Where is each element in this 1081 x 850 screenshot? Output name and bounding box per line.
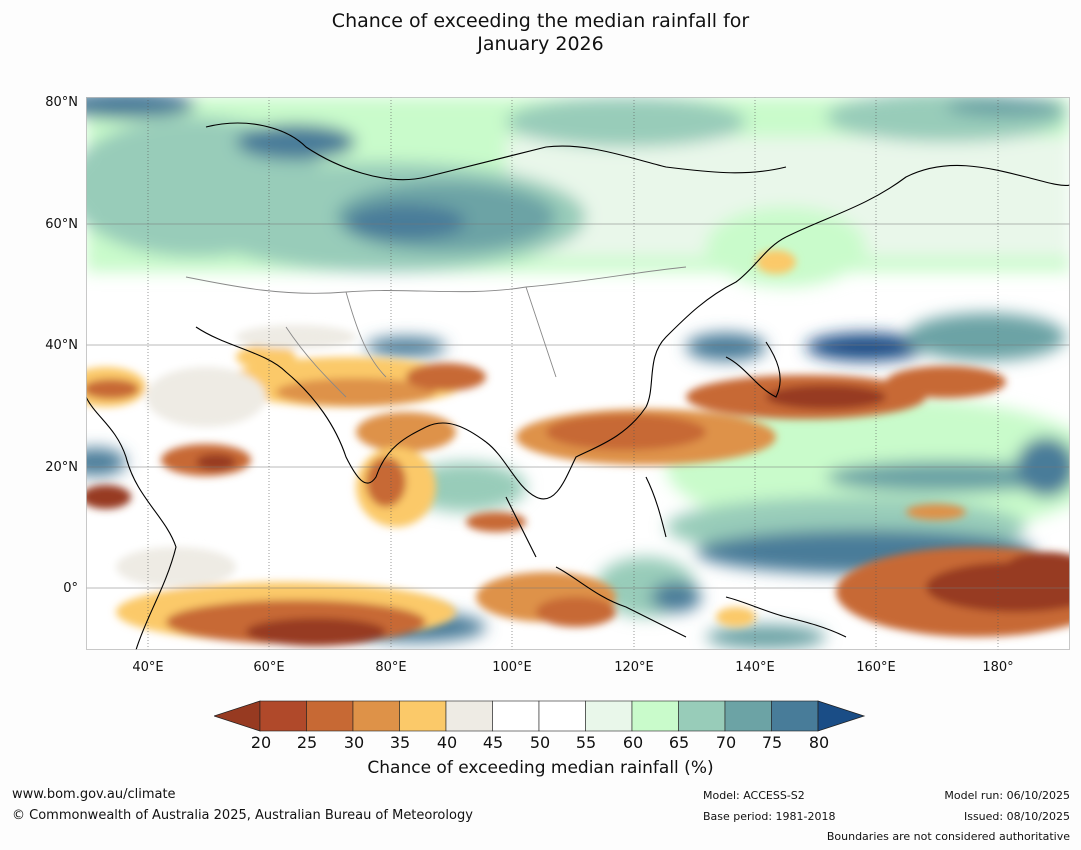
graticule bbox=[147, 97, 999, 650]
lat-label-40n: 40°N bbox=[45, 338, 78, 353]
colorbar-segment bbox=[631, 700, 679, 732]
lon-label-100e: 100°E bbox=[492, 660, 532, 675]
colorbar-tick-70: 70 bbox=[715, 733, 737, 752]
lat-label-20n: 20°N bbox=[45, 460, 78, 475]
map-title-line1: Chance of exceeding the median rainfall … bbox=[331, 10, 750, 32]
model-name: Model: ACCESS-S2 bbox=[703, 789, 805, 802]
website-link[interactable]: www.bom.gov.au/climate bbox=[12, 787, 176, 802]
colorbar-tick-75: 75 bbox=[761, 733, 783, 752]
issued-date: Issued: 08/10/2025 bbox=[963, 810, 1070, 823]
model-run-date: Model run: 06/10/2025 bbox=[944, 789, 1070, 802]
colorbar-segment bbox=[724, 700, 772, 732]
colorbar-tick-55: 55 bbox=[575, 733, 597, 752]
colorbar-tick-25: 25 bbox=[296, 733, 318, 752]
colorbar-tick-60: 60 bbox=[622, 733, 644, 752]
colorbar-segment bbox=[585, 700, 633, 732]
lon-label-60e: 60°E bbox=[253, 660, 285, 675]
country-boundaries bbox=[185, 266, 687, 398]
lon-label-180: 180° bbox=[982, 660, 1014, 675]
colorbar-segment bbox=[445, 700, 493, 732]
lat-label-0: 0° bbox=[63, 581, 78, 596]
colorbar-tick-40: 40 bbox=[436, 733, 458, 752]
latitude-lines bbox=[86, 223, 1070, 589]
colorbar-tick-45: 45 bbox=[482, 733, 504, 752]
lon-label-40e: 40°E bbox=[132, 660, 164, 675]
colorbar-segment bbox=[259, 700, 307, 732]
colorbar-tick-20: 20 bbox=[250, 733, 272, 752]
colorbar-arrow-high bbox=[817, 700, 866, 732]
colorbar-segment bbox=[492, 700, 540, 732]
dry-regions bbox=[86, 250, 1070, 646]
colorbar-label: Chance of exceeding median rainfall (%) bbox=[367, 758, 714, 778]
lon-label-80e: 80°E bbox=[375, 660, 407, 675]
lon-label-120e: 120°E bbox=[614, 660, 654, 675]
lon-label-140e: 140°E bbox=[735, 660, 775, 675]
lat-label-60n: 60°N bbox=[45, 217, 78, 232]
colorbar-tick-30: 30 bbox=[343, 733, 365, 752]
colorbar-segment bbox=[538, 700, 586, 732]
map-title-line2: January 2026 bbox=[477, 33, 604, 55]
colorbar-segment bbox=[399, 700, 447, 732]
colorbar-tick-65: 65 bbox=[668, 733, 690, 752]
colorbar-segment bbox=[678, 700, 726, 732]
rainfall-map bbox=[86, 97, 1070, 650]
base-period: Base period: 1981-2018 bbox=[703, 810, 836, 823]
boundaries-disclaimer: Boundaries are not considered authoritat… bbox=[826, 830, 1070, 843]
coastlines bbox=[86, 122, 1070, 650]
lon-label-160e: 160°E bbox=[856, 660, 896, 675]
colorbar-segment bbox=[352, 700, 400, 732]
lat-label-80n: 80°N bbox=[45, 95, 78, 110]
colorbar-tick-80: 80 bbox=[808, 733, 830, 752]
colorbar-segment bbox=[306, 700, 354, 732]
colorbar-arrow-low bbox=[214, 700, 261, 732]
colorbar bbox=[214, 700, 866, 732]
colorbar-tick-35: 35 bbox=[389, 733, 411, 752]
colorbar-segment bbox=[771, 700, 819, 732]
colorbar-tick-50: 50 bbox=[529, 733, 551, 752]
copyright-text: © Commonwealth of Australia 2025, Austra… bbox=[12, 808, 473, 823]
